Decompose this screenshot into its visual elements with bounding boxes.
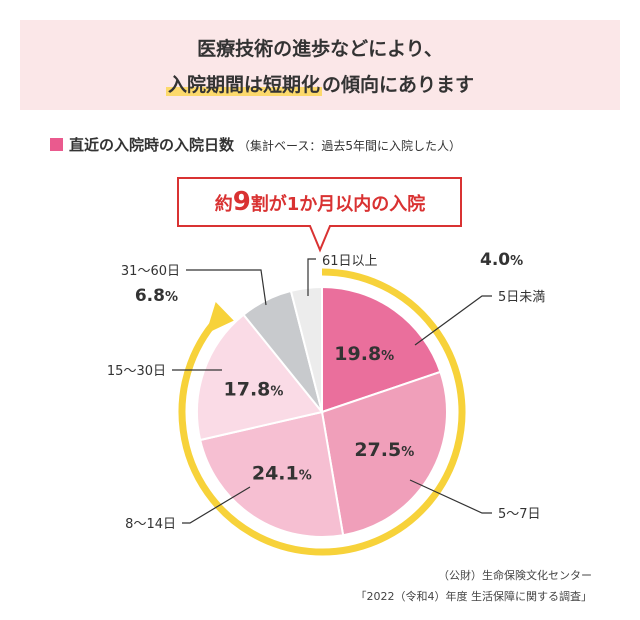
pie-slice [321, 285, 442, 414]
chart-heading-title: 直近の入院時の入院日数 [69, 136, 235, 154]
slice-value-label: 27.5% [354, 439, 414, 461]
pie-slice [289, 285, 323, 413]
callout-number: 9 [233, 187, 251, 217]
slice-value-label: 6.8% [135, 286, 178, 306]
leader-line [409, 479, 492, 514]
header-highlight: 入院期間は短期化 [165, 74, 322, 96]
callout-box [177, 177, 462, 253]
callout-layer: 約9割が1か月以内の入院 [177, 177, 462, 253]
header-banner: 医療技術の進歩などにより、 入院期間は短期化 の傾向にあります [20, 20, 620, 110]
callout-prefix: 約 [215, 193, 233, 215]
arrowhead-icon [205, 301, 234, 334]
slices-layer [196, 285, 448, 538]
header-line-2-rest: の傾向にあります [322, 74, 475, 96]
source-line-2: 「2022（令和4）年度 生活保障に関する調査」 [355, 590, 593, 603]
leader-line [182, 486, 251, 524]
header-line-1: 医療技術の進歩などにより、 [197, 38, 443, 60]
arrow-layer [178, 268, 466, 556]
leader-line [307, 258, 316, 296]
slice-category-label: 5〜7日 [498, 507, 541, 522]
callout-text: 約9割が1か月以内の入院 [215, 187, 426, 217]
pie-slice [198, 410, 345, 538]
slice-category-label: 8〜14日 [125, 517, 176, 532]
slice-value-label: 24.1% [252, 462, 312, 484]
header-line-2: 入院期間は短期化 の傾向にあります [20, 70, 620, 97]
pink-square-icon [50, 138, 63, 151]
leader-layer [172, 258, 492, 524]
chart-heading: 直近の入院時の入院日数 （集計ベース：過去5年間に入院した人） [50, 134, 461, 155]
pie-slice [196, 313, 324, 442]
slice-value-label: 4.0% [480, 250, 523, 270]
period-arrow-arc [178, 268, 466, 556]
slice-category-label: 5日未満 [498, 290, 545, 305]
callout-suffix: 割が1か月以内の入院 [251, 193, 426, 215]
slice-category-label: 15〜30日 [107, 364, 166, 379]
leader-line [186, 269, 267, 306]
slice-value-label: 17.8% [224, 378, 284, 400]
source-line-1: （公財）生命保険文化センター [438, 569, 592, 582]
slice-category-label: 61日以上 [322, 254, 378, 269]
label-layer: 19.8% 27.5% 24.1% 17.8% 5日未満 5〜7日 8〜14日 15〜30日 3… [107, 250, 545, 532]
chart-heading-note: （集計ベース：過去5年間に入院した人） [238, 139, 462, 153]
pie-slice [320, 370, 448, 537]
leader-line [414, 295, 492, 346]
slice-value-label: 19.8% [334, 343, 394, 365]
slice-category-label: 31〜60日 [121, 264, 180, 279]
